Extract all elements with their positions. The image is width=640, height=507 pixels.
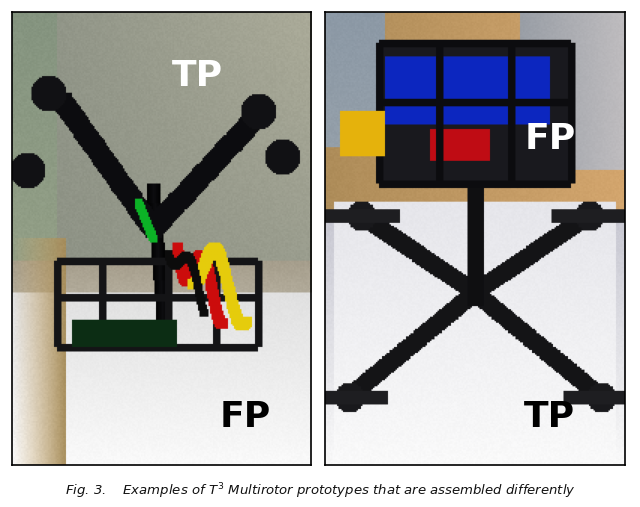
Text: TP: TP xyxy=(172,59,223,93)
Text: Fig. 3.    Examples of $T^3$ Multirotor prototypes that are assembled differentl: Fig. 3. Examples of $T^3$ Multirotor pro… xyxy=(65,481,575,501)
Text: FP: FP xyxy=(524,122,575,156)
Text: FP: FP xyxy=(220,400,271,433)
Text: TP: TP xyxy=(524,400,575,433)
